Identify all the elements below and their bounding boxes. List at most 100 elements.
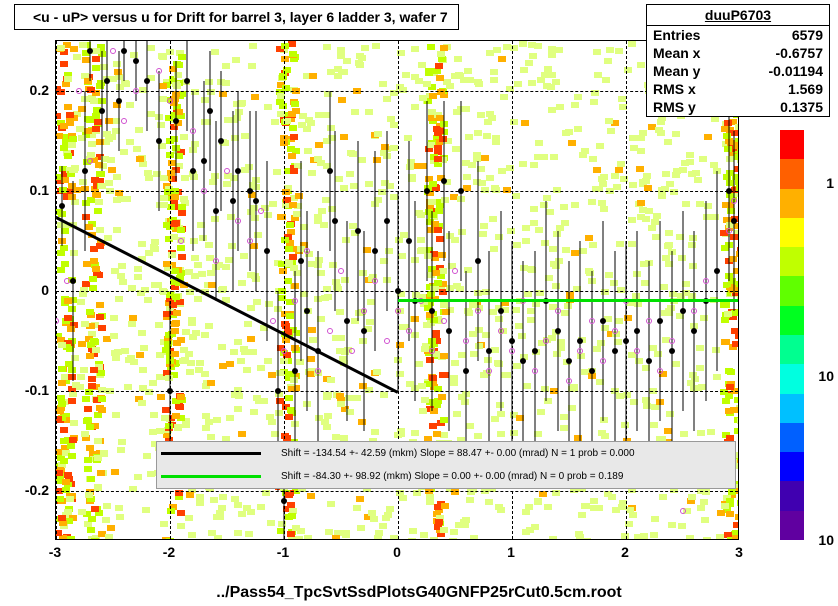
data-point-filled xyxy=(121,48,127,54)
stats-row-rmsy: RMS y 0.1375 xyxy=(647,98,829,116)
legend-swatch xyxy=(161,475,261,478)
data-point-filled xyxy=(680,308,686,314)
data-point-filled xyxy=(344,318,350,324)
data-point-filled xyxy=(304,308,310,314)
data-point-filled xyxy=(87,48,93,54)
data-point-open xyxy=(555,308,561,314)
data-point-filled xyxy=(634,328,640,334)
stats-row-meany: Mean y -0.01194 xyxy=(647,62,829,80)
data-point-open xyxy=(281,348,287,354)
data-point-filled xyxy=(156,138,162,144)
data-point-open xyxy=(315,368,321,374)
x-tick-label: -3 xyxy=(49,544,61,560)
data-point-filled xyxy=(395,288,401,294)
data-point-open xyxy=(361,308,367,314)
y-tick-label: 0 xyxy=(4,282,49,298)
data-point-filled xyxy=(691,328,697,334)
data-point-filled xyxy=(726,188,732,194)
legend-swatch xyxy=(161,452,261,455)
stats-label: Mean y xyxy=(653,63,700,79)
fit-line xyxy=(398,299,739,302)
stats-value: 1.569 xyxy=(788,81,823,97)
y-tick-label: 0.1 xyxy=(4,182,49,198)
data-point-open xyxy=(463,338,469,344)
data-point-filled xyxy=(247,188,253,194)
data-point-filled xyxy=(144,78,150,84)
x-tick-label: 2 xyxy=(621,544,629,560)
data-point-filled xyxy=(424,188,430,194)
data-point-open xyxy=(190,128,196,134)
stats-value: -0.01194 xyxy=(769,63,824,79)
data-point-filled xyxy=(190,168,196,174)
data-point-filled xyxy=(646,358,652,364)
stats-value: 6579 xyxy=(792,27,823,43)
data-point-filled xyxy=(731,218,737,224)
data-point-open xyxy=(167,98,173,104)
data-point-filled xyxy=(657,318,663,324)
data-point-open xyxy=(612,328,618,334)
data-point-open xyxy=(577,348,583,354)
data-point-open xyxy=(634,348,640,354)
data-point-filled xyxy=(116,98,122,104)
data-point-open xyxy=(110,48,116,54)
data-point-filled xyxy=(207,108,213,114)
data-point-open xyxy=(247,238,253,244)
file-path-label: ../Pass54_TpcSvtSsdPlotsG40GNFP25rCut0.5… xyxy=(0,584,838,602)
data-point-filled xyxy=(441,178,447,184)
x-tick-label: 3 xyxy=(735,544,743,560)
data-point-filled xyxy=(133,58,139,64)
data-point-open xyxy=(395,308,401,314)
data-point-filled xyxy=(623,338,629,344)
data-point-filled xyxy=(520,358,526,364)
data-point-open xyxy=(475,308,481,314)
data-point-filled xyxy=(612,348,618,354)
colorbar-tick-label: 1 xyxy=(826,175,834,191)
data-point-open xyxy=(258,208,264,214)
data-point-filled xyxy=(475,258,481,264)
x-tick-label: -1 xyxy=(277,544,289,560)
data-point-filled xyxy=(355,228,361,234)
data-point-filled xyxy=(372,248,378,254)
data-point-filled xyxy=(532,348,538,354)
colorbar-tick-label: 10 xyxy=(818,532,834,548)
data-point-open xyxy=(669,338,675,344)
colorbar-tick-label: 10 xyxy=(818,368,834,384)
x-tick-label: -2 xyxy=(163,544,175,560)
data-point-open xyxy=(406,328,412,334)
data-point-open xyxy=(600,358,606,364)
data-point-filled xyxy=(298,258,304,264)
data-point-filled xyxy=(498,308,504,314)
stats-name: duuP6703 xyxy=(647,5,829,26)
data-point-open xyxy=(235,218,241,224)
data-point-filled xyxy=(201,158,207,164)
stats-label: Entries xyxy=(653,27,700,43)
y-tick-label: 0.2 xyxy=(4,82,49,98)
stats-row-entries: Entries 6579 xyxy=(647,26,829,44)
data-point-open xyxy=(498,328,504,334)
data-point-filled xyxy=(173,118,179,124)
legend-row: Shift = -134.54 +- 42.59 (mkm) Slope = 8… xyxy=(157,442,735,465)
data-point-filled xyxy=(281,498,287,504)
data-point-filled xyxy=(332,218,338,224)
data-point-filled xyxy=(463,368,469,374)
data-point-open xyxy=(213,258,219,264)
data-point-filled xyxy=(384,218,390,224)
data-point-filled xyxy=(167,388,173,394)
data-point-open xyxy=(178,238,184,244)
legend-row: Shift = -84.30 +- 98.92 (mkm) Slope = 0.… xyxy=(157,465,735,488)
root-chart: <u - uP> versus u for Drift for barrel 3… xyxy=(0,0,838,606)
data-point-open xyxy=(304,248,310,254)
data-point-open xyxy=(680,508,686,514)
data-point-filled xyxy=(99,108,105,114)
stats-value: 0.1375 xyxy=(780,99,823,115)
data-point-open xyxy=(429,348,435,354)
data-point-filled xyxy=(230,198,236,204)
data-point-open xyxy=(224,168,230,174)
data-point-open xyxy=(646,318,652,324)
y-tick-label: -0.1 xyxy=(4,382,49,398)
data-point-filled xyxy=(509,338,515,344)
data-point-filled xyxy=(458,188,464,194)
legend-text: Shift = -134.54 +- 42.59 (mkm) Slope = 8… xyxy=(281,448,635,459)
data-point-filled xyxy=(714,268,720,274)
data-point-open xyxy=(372,278,378,284)
